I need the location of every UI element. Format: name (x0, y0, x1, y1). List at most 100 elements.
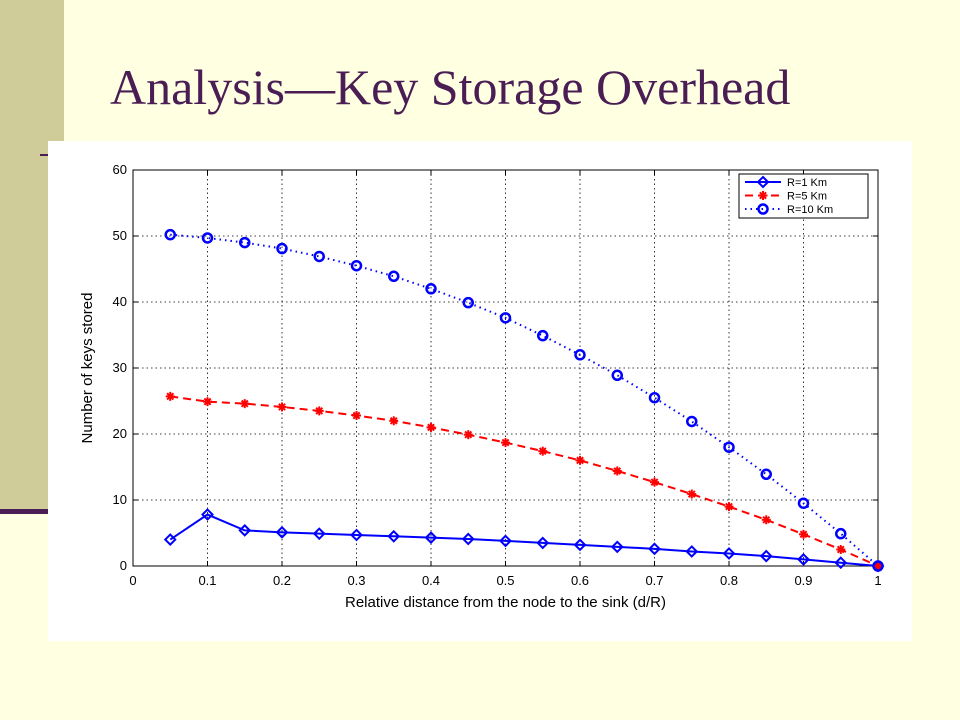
data-point (463, 430, 473, 440)
data-point (312, 527, 326, 541)
data-point (239, 236, 251, 249)
legend-label: R=5 Km (787, 191, 827, 203)
x-tick-label: 1 (874, 573, 881, 588)
x-tick-label: 0.3 (347, 573, 365, 588)
legend-item: R=5 Km (745, 191, 827, 203)
data-point (537, 329, 549, 342)
data-point (165, 391, 175, 401)
data-point (648, 391, 661, 404)
data-point (797, 497, 810, 510)
x-tick-label: 0.7 (645, 573, 663, 588)
legend-marker (757, 203, 769, 215)
data-point (499, 312, 512, 324)
data-point (203, 397, 212, 407)
x-tick-label: 0.5 (496, 573, 514, 588)
data-point (352, 411, 361, 421)
x-tick-label: 0 (129, 573, 136, 588)
data-point (426, 422, 436, 432)
ticks: 0 0.1 0.2 0.3 0.4 0.5 0.6 0.7 0.8 0.9 101020304050… (113, 162, 882, 588)
data-point (873, 561, 883, 571)
legend-label: R=1 Km (787, 177, 827, 189)
x-tick-label: 0.9 (794, 573, 812, 588)
y-tick-label: 30 (113, 360, 127, 375)
data-point (722, 547, 736, 560)
x-tick-label: 0.2 (273, 573, 291, 588)
data-point (238, 523, 252, 537)
x-tick-label: 0.6 (571, 573, 589, 588)
series-group (163, 228, 885, 573)
data-point (574, 349, 586, 361)
data-point (501, 438, 510, 448)
data-point (389, 416, 399, 426)
data-point (573, 538, 587, 552)
data-point (648, 542, 661, 556)
legend: R=1 Km R=5 KmR=10 Km (738, 173, 869, 219)
series-line (169, 513, 879, 567)
data-point (872, 560, 884, 572)
line-chart: 0 0.1 0.2 0.3 0.4 0.5 0.6 0.7 0.8 0.9 101020304050… (79, 162, 885, 611)
series-line (170, 395, 879, 567)
data-point (759, 549, 773, 563)
data-point (350, 528, 363, 542)
data-point (201, 508, 214, 521)
series-line (170, 233, 879, 567)
data-point (611, 369, 623, 382)
band-rule (0, 509, 48, 514)
data-point (723, 441, 735, 453)
grid (133, 170, 878, 566)
legend-marker (758, 191, 768, 200)
data-point (277, 402, 287, 412)
data-point (313, 250, 325, 263)
data-point (276, 242, 288, 255)
data-point (760, 468, 772, 481)
data-point (240, 399, 250, 409)
data-point (650, 477, 659, 487)
data-point (350, 259, 363, 272)
data-point (201, 232, 214, 244)
data-point (425, 283, 437, 295)
chart-panel: 0 0.1 0.2 0.3 0.4 0.5 0.6 0.7 0.8 0.9 1 0 10 20 30 40 50… (48, 141, 912, 641)
data-point (164, 228, 176, 241)
data-point (424, 531, 438, 545)
x-tick-label: 0.4 (422, 573, 440, 588)
data-point (461, 532, 475, 546)
data-point (536, 536, 550, 550)
y-tick-label: 20 (113, 426, 127, 441)
x-tick-label: 0.1 (198, 573, 216, 588)
y-tick-label: 40 (113, 294, 127, 309)
legend-label: R=10 Km (787, 204, 833, 216)
legend-marker (756, 175, 770, 189)
y-tick-label: 10 (113, 492, 127, 507)
data-point (686, 415, 698, 428)
data-point (835, 527, 847, 540)
data-point (612, 466, 622, 476)
x-axis-label: Relative distance from the node to the s… (345, 594, 666, 611)
series-1 (163, 508, 885, 573)
data-point (834, 556, 848, 570)
legend-item: R=1 Km (745, 175, 827, 189)
y-tick-label: 60 (113, 162, 127, 177)
y-tick-label: 50 (113, 228, 127, 243)
data-point (724, 502, 734, 512)
data-point (836, 545, 846, 554)
y-tick-label: 0 (120, 558, 127, 573)
x-tick-label: 0.8 (720, 573, 738, 588)
legend-item: R=10 Km (745, 203, 833, 216)
data-point (685, 545, 699, 558)
data-point (761, 515, 771, 525)
data-point (797, 552, 810, 566)
data-point (387, 529, 401, 543)
data-point (575, 455, 585, 465)
data-point (499, 534, 512, 548)
data-point (462, 296, 474, 309)
data-point (314, 406, 324, 416)
data-point (163, 533, 177, 547)
slide-title: Analysis—Key Storage Overhead (110, 59, 791, 115)
data-point (610, 540, 624, 554)
data-point (687, 489, 697, 499)
title-rule (40, 154, 50, 156)
series-3 (164, 228, 884, 572)
series-2 (165, 391, 883, 571)
data-point (275, 525, 289, 539)
data-point (538, 446, 548, 456)
